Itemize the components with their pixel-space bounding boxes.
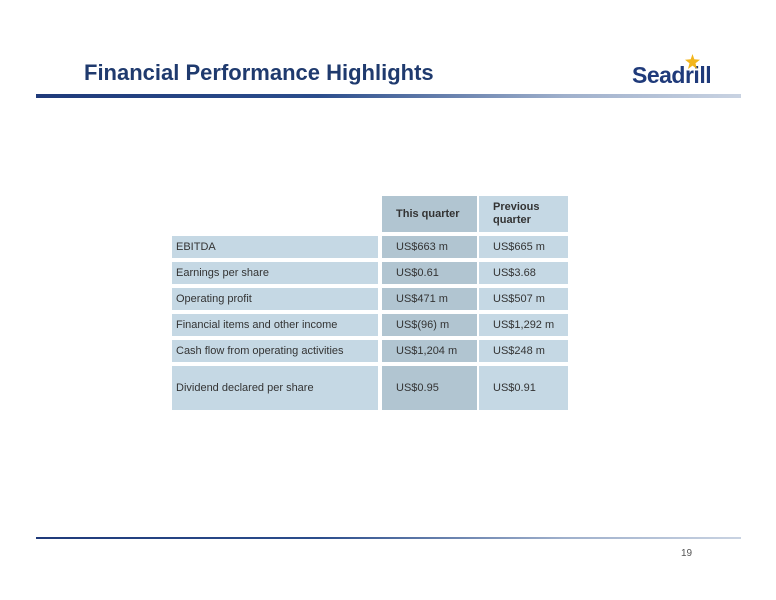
logo-wordmark: Seadrill xyxy=(632,62,712,88)
cell-previous-quarter: US$3.68 xyxy=(479,262,568,284)
row-label: Cash flow from operating activities xyxy=(172,340,378,362)
cell-this-quarter: US$663 m xyxy=(382,236,477,258)
cell-this-quarter: US$0.95 xyxy=(382,366,477,410)
row-label: EBITDA xyxy=(172,236,378,258)
cell-this-quarter: US$471 m xyxy=(382,288,477,310)
cell-this-quarter: US$0.61 xyxy=(382,262,477,284)
cell-this-quarter: US$(96) m xyxy=(382,314,477,336)
seadrill-logo: Seadrill xyxy=(632,54,722,90)
row-label: Earnings per share xyxy=(172,262,378,284)
cell-previous-quarter: US$248 m xyxy=(479,340,568,362)
footer-divider xyxy=(36,537,741,539)
cell-previous-quarter: US$665 m xyxy=(479,236,568,258)
column-header-this-quarter: This quarter xyxy=(382,196,477,232)
page-number: 19 xyxy=(681,548,693,559)
row-label: Dividend declared per share xyxy=(172,366,378,410)
cell-previous-quarter: US$1,292 m xyxy=(479,314,568,336)
cell-previous-quarter: US$0.91 xyxy=(479,366,568,410)
cell-this-quarter: US$1,204 m xyxy=(382,340,477,362)
page-title: Financial Performance Highlights xyxy=(84,60,434,85)
header-divider xyxy=(36,94,741,98)
cell-previous-quarter: US$507 m xyxy=(479,288,568,310)
row-label: Operating profit xyxy=(172,288,378,310)
column-header-previous-quarter: Previous quarter xyxy=(479,196,568,232)
star-icon xyxy=(685,54,700,69)
row-label: Financial items and other income xyxy=(172,314,378,336)
